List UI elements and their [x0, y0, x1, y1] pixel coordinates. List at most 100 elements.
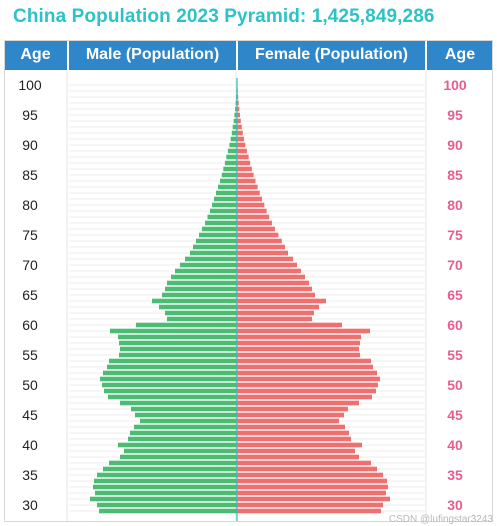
age-label-left: 75 — [22, 227, 38, 243]
female-bar — [237, 310, 314, 316]
male-bar — [216, 190, 237, 196]
age-label-left: 65 — [22, 287, 38, 303]
female-bar — [237, 130, 243, 136]
male-bar — [103, 370, 237, 376]
female-bar — [237, 424, 345, 430]
age-label-right: 50 — [447, 377, 463, 393]
female-bar — [237, 382, 378, 388]
female-bar — [237, 118, 241, 124]
male-bar — [104, 388, 237, 394]
age-label-left: 90 — [22, 137, 38, 153]
female-bar — [237, 166, 252, 172]
male-bar — [233, 118, 237, 124]
female-bar — [237, 394, 372, 400]
age-label-left: 70 — [22, 257, 38, 273]
female-bar — [237, 442, 362, 448]
male-bar — [220, 178, 237, 184]
female-bar — [237, 490, 386, 496]
female-bar — [237, 106, 240, 112]
male-bar — [120, 346, 237, 352]
female-bar — [237, 406, 348, 412]
male-bar — [196, 238, 237, 244]
female-bar — [237, 460, 371, 466]
female-bar — [237, 136, 244, 142]
male-bar — [95, 490, 237, 496]
male-bar — [120, 400, 237, 406]
male-bar — [218, 184, 237, 190]
age-label-left: 55 — [22, 347, 38, 363]
age-label-left: 30 — [22, 497, 38, 513]
female-bar — [237, 400, 359, 406]
male-bar — [162, 292, 237, 298]
male-bar — [232, 124, 237, 130]
female-bar — [237, 112, 240, 118]
female-bar — [237, 304, 319, 310]
male-bar — [226, 154, 237, 160]
female-bar — [237, 256, 293, 262]
female-bar — [237, 466, 377, 472]
female-bar — [237, 364, 373, 370]
age-label-left: 100 — [18, 77, 42, 93]
age-label-left: 80 — [22, 197, 38, 213]
female-bar — [237, 142, 246, 148]
male-bar — [134, 424, 237, 430]
age-label-right: 60 — [447, 317, 463, 333]
male-bar — [175, 268, 237, 274]
female-bar — [237, 232, 279, 238]
male-bar — [109, 460, 237, 466]
male-bar — [128, 436, 237, 442]
female-bar — [237, 328, 370, 334]
female-bar — [237, 154, 249, 160]
header-male: Male (Population) — [69, 40, 236, 70]
male-bar — [118, 442, 237, 448]
header-female: Female (Population) — [238, 40, 425, 70]
female-bar — [237, 292, 315, 298]
female-bar — [237, 358, 371, 364]
male-bar — [135, 412, 237, 418]
male-bar — [185, 256, 237, 262]
female-bar — [237, 220, 272, 226]
watermark: CSDN @lufingstar3243 — [388, 514, 493, 525]
male-bar — [100, 376, 237, 382]
male-bar — [107, 364, 237, 370]
header-age-right: Age — [427, 40, 493, 70]
male-bar — [223, 166, 237, 172]
female-bar — [237, 298, 326, 304]
female-bar — [237, 148, 247, 154]
male-bar — [229, 142, 237, 148]
female-bar — [237, 100, 239, 106]
male-bar — [159, 304, 237, 310]
female-bar — [237, 214, 270, 220]
age-label-left: 85 — [22, 167, 38, 183]
female-bar — [237, 436, 351, 442]
female-bar — [237, 250, 288, 256]
female-bar — [237, 268, 301, 274]
male-bar — [230, 136, 237, 142]
female-bar — [237, 190, 260, 196]
male-bar — [118, 334, 237, 340]
header-age-left: Age — [4, 40, 67, 70]
female-bar — [237, 376, 380, 382]
male-bar — [94, 478, 237, 484]
male-bar — [193, 244, 237, 250]
male-bar — [212, 202, 237, 208]
female-bar — [237, 502, 383, 508]
male-bar — [93, 484, 237, 490]
female-bar — [237, 226, 275, 232]
female-bar — [237, 244, 285, 250]
male-bar — [140, 418, 237, 424]
male-bar — [102, 382, 237, 388]
age-label-right: 30 — [447, 497, 463, 513]
female-bar — [237, 262, 297, 268]
female-bar — [237, 412, 344, 418]
male-bar — [167, 280, 237, 286]
female-bar — [237, 334, 361, 340]
male-bar — [234, 112, 237, 118]
age-label-left: 50 — [22, 377, 38, 393]
age-label-right: 55 — [447, 347, 463, 363]
male-bar — [97, 502, 237, 508]
chart-title: China Population 2023 Pyramid: 1,425,849… — [13, 6, 435, 27]
female-bar — [237, 208, 267, 214]
female-bar — [237, 340, 360, 346]
female-bar — [237, 274, 305, 280]
